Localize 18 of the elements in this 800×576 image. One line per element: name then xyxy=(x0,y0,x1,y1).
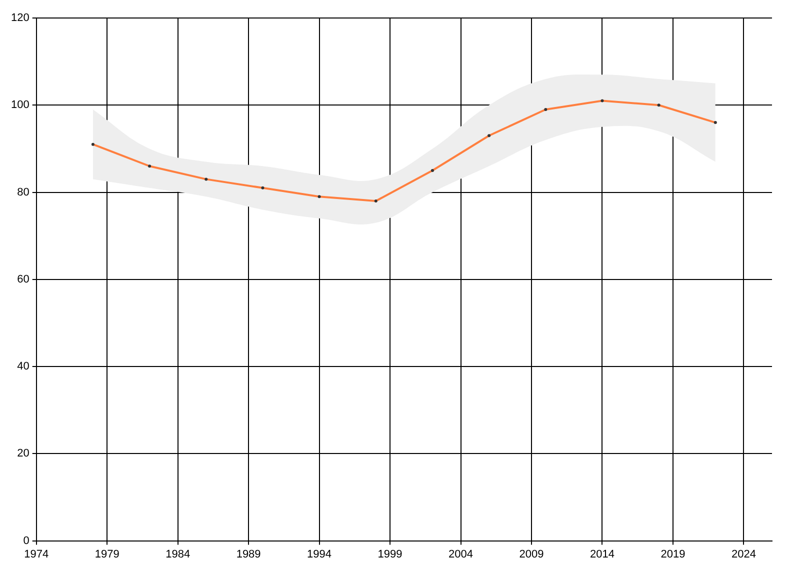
y-tick-label: 40 xyxy=(17,360,30,373)
y-tick-label: 80 xyxy=(17,186,30,198)
y-tick-label: 100 xyxy=(10,99,30,112)
x-tick-label: 1999 xyxy=(378,548,402,560)
x-tick-label: 1979 xyxy=(94,548,120,560)
x-tick-label: 2024 xyxy=(731,548,756,560)
x-tick-label: 2009 xyxy=(519,548,544,560)
x-tick-label: 1994 xyxy=(307,548,332,560)
x-tick-label: 1989 xyxy=(236,548,261,560)
x-tick-label: 1984 xyxy=(166,548,190,560)
x-tick-label: 2004 xyxy=(448,548,474,560)
y-tick-label: 60 xyxy=(17,273,30,286)
x-tick-label: 2014 xyxy=(590,548,614,560)
y-tick-label: 0 xyxy=(23,534,30,547)
y-tick-label: 20 xyxy=(17,448,30,460)
x-tick-label: 1974 xyxy=(24,548,49,560)
y-tick-label: 120 xyxy=(10,12,30,24)
x-tick-label: 2019 xyxy=(660,548,686,560)
